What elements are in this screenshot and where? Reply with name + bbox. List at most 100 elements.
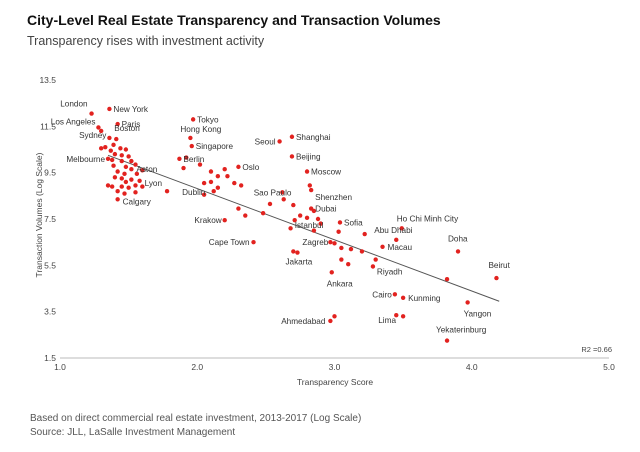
data-point (399, 226, 404, 231)
data-point (288, 226, 293, 231)
data-point (118, 146, 123, 151)
data-point (318, 221, 323, 226)
data-point (112, 151, 118, 157)
data-point (129, 158, 134, 164)
data-point (123, 164, 129, 170)
data-point (181, 165, 186, 171)
data-point (332, 241, 337, 246)
points (89, 106, 499, 343)
y-tick-label: 3.5 (44, 307, 56, 317)
data-point (215, 185, 221, 190)
city-label: New York (113, 105, 148, 114)
data-point (188, 135, 193, 141)
data-point (304, 215, 310, 221)
data-point (119, 158, 124, 164)
city-labels: London New York Los Angeles Paris Sydney Bost… (51, 100, 511, 335)
city-label: Paris (122, 120, 141, 129)
data-point (328, 239, 333, 245)
city-label: Zagreb (302, 238, 328, 247)
data-point (126, 154, 131, 159)
city-label: Ahmedabad (281, 317, 326, 326)
data-point (112, 175, 118, 180)
x-tick-label: 3.0 (329, 362, 341, 372)
city-label: Macau (388, 243, 413, 252)
chart-subtitle: Transparency rises with investment activ… (27, 34, 265, 48)
footnote: Based on direct commercial real estate i… (30, 412, 361, 440)
city-label: Dublin (182, 188, 206, 197)
data-point (103, 144, 108, 150)
data-point (211, 189, 216, 194)
data-point (236, 206, 241, 211)
city-label: Kunming (408, 294, 441, 303)
data-point (96, 125, 101, 130)
data-point (336, 229, 341, 234)
city-label: Shanghai (296, 133, 331, 142)
data-point (277, 139, 282, 144)
data-point (201, 180, 207, 186)
data-point (373, 257, 378, 262)
data-point (119, 176, 124, 181)
data-point (444, 338, 450, 343)
data-point (289, 134, 295, 139)
data-point (108, 148, 113, 153)
city-label: London (60, 100, 88, 109)
city-label: Cape Town (209, 238, 250, 247)
data-point (251, 239, 256, 245)
data-point (208, 169, 214, 174)
data-point (184, 155, 189, 160)
data-point (122, 171, 127, 177)
city-label: Berlin (183, 155, 204, 164)
data-point (289, 154, 295, 159)
city-label: Yangon (464, 309, 492, 318)
data-point (208, 179, 214, 185)
data-point (295, 250, 300, 255)
data-point (267, 201, 273, 207)
data-point (164, 189, 170, 194)
data-point (190, 117, 196, 122)
data-point (133, 190, 138, 195)
city-label: Beirut (488, 261, 510, 270)
data-point (236, 164, 241, 170)
data-point (115, 169, 120, 174)
city-label: Ankara (327, 279, 353, 288)
data-point (114, 136, 119, 142)
city-label: Ho Chi Minh City (397, 214, 459, 223)
city-label: Los Angeles (51, 117, 96, 126)
city-label: Sao Paulo (254, 188, 292, 197)
city-label: Istanbul (295, 221, 324, 230)
data-point (129, 177, 134, 182)
data-point (105, 183, 111, 188)
data-point (260, 211, 266, 216)
data-point (328, 318, 333, 324)
y-tick-label: 13.5 (39, 75, 56, 85)
data-point (394, 237, 399, 243)
data-point (105, 156, 111, 161)
data-point (392, 292, 398, 297)
data-point (291, 202, 296, 208)
data-point (115, 121, 120, 127)
data-point (291, 249, 296, 254)
data-point (297, 213, 303, 218)
x-tick-label: 2.0 (191, 362, 203, 372)
data-point (119, 184, 124, 189)
data-point (362, 231, 367, 237)
data-point (225, 173, 230, 179)
city-label: Abu Dhabi (374, 226, 412, 235)
city-label: Aston (136, 165, 157, 174)
city-label: Oslo (242, 163, 259, 172)
data-point (107, 106, 112, 112)
data-point (189, 143, 194, 149)
data-point (243, 213, 248, 218)
data-point (394, 312, 399, 318)
data-point (133, 162, 138, 167)
data-point (280, 190, 285, 195)
data-point (215, 173, 221, 179)
r2-label: R2 =0.66 (581, 345, 612, 354)
data-point (201, 192, 207, 197)
footnote-line-1: Based on direct commercial real estate i… (30, 413, 362, 424)
data-point (123, 179, 129, 185)
data-point (109, 184, 115, 189)
city-label: Jakarta (285, 258, 312, 267)
city-label: Moscow (311, 168, 341, 177)
data-point (238, 183, 244, 188)
